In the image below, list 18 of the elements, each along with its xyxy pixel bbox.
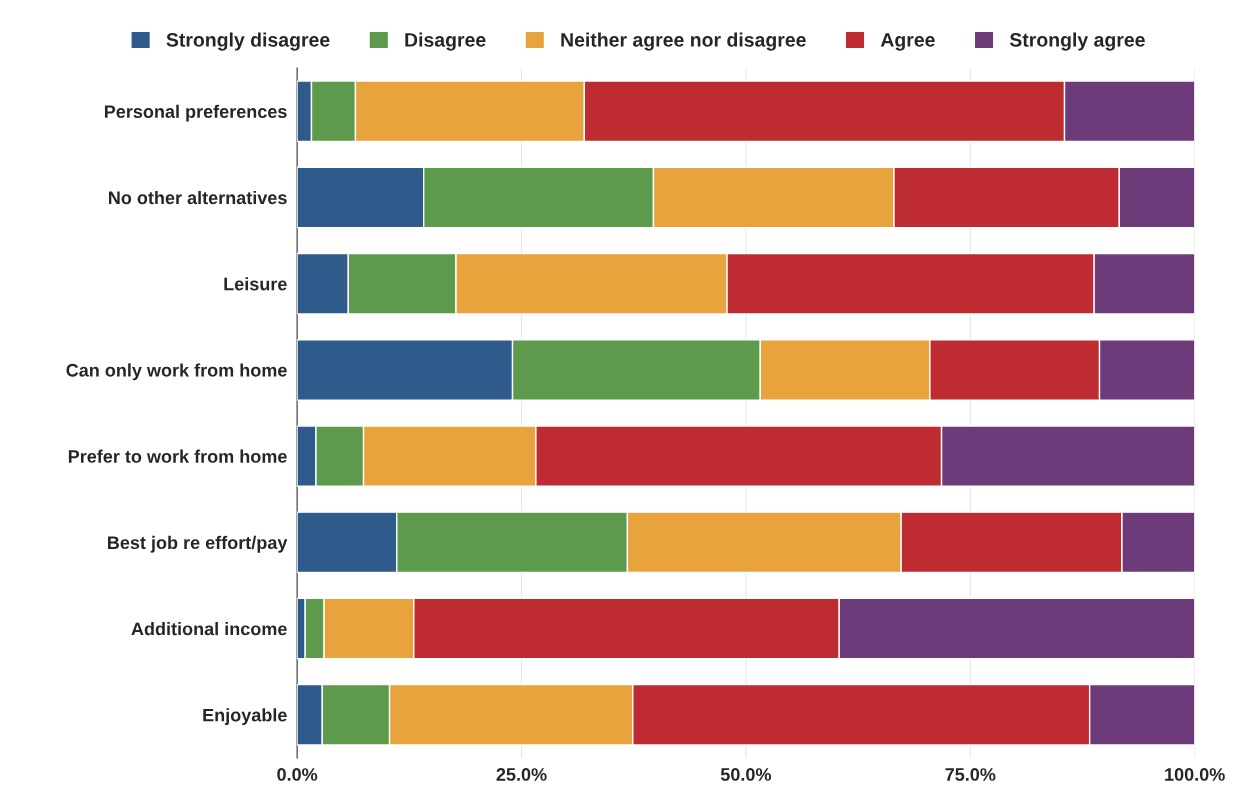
x-tick-label: 50.0% [720,768,772,781]
legend-label: Neither agree nor disagree [561,32,806,51]
y-tick-label: No other alternatives [109,190,287,205]
y-tick-label: Personal preferences [104,104,287,122]
legend-label: Strongly agree [1009,32,1145,51]
legend-label: Strongly disagree [166,32,330,51]
x-tick-label: 100.0% [1165,768,1225,781]
y-tick-label: Additional income [131,622,287,636]
x-tick-label: 25.0% [496,768,547,781]
y-tick-label: Best job re effort/pay [108,535,288,553]
y-tick-label: Can only work from home [66,363,287,381]
legend-label: Disagree [405,32,486,51]
y-tick-label: Prefer to work from home [68,449,287,463]
x-tick-label: 75.0% [945,768,996,781]
legend-label: Agree [880,33,935,51]
x-tick-label: 0.0% [277,768,318,781]
y-tick-label: Enjoyable [203,708,287,726]
y-tick-label: Leisure [224,277,287,291]
